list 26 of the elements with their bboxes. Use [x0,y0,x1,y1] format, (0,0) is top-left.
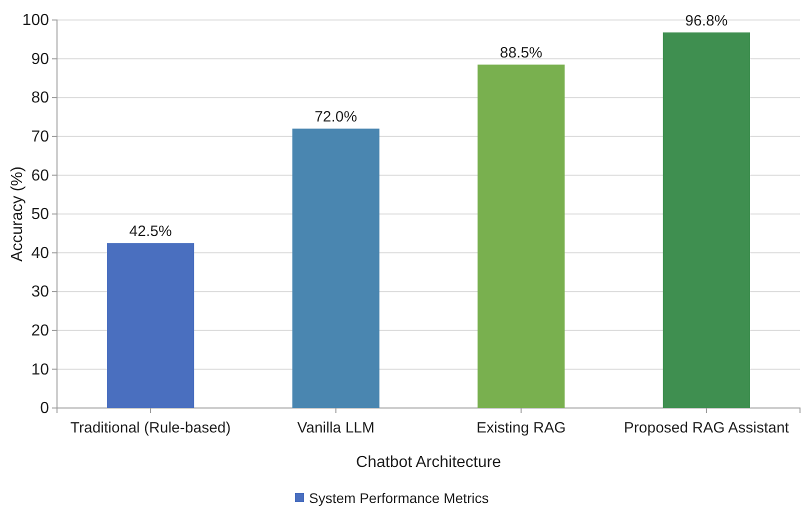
bar [292,128,380,408]
y-tick-label: 20 [31,322,50,340]
y-tick-label: 50 [31,206,50,224]
x-axis-title: Chatbot Architecture [356,454,502,471]
data-label: 72.0% [314,108,358,126]
y-tick-label: 90 [31,50,50,68]
x-tick-label: Traditional (Rule-based) [70,420,231,436]
y-tick-label: 10 [31,361,50,378]
bar [107,243,194,408]
y-tick-label: 80 [31,90,50,107]
y-tick-label: 70 [31,128,50,146]
x-tick-label: Existing RAG [476,420,566,436]
bar [662,32,750,408]
data-label: 88.5% [500,44,542,62]
bar [478,64,565,408]
y-axis-title: Accuracy (%) [9,166,26,262]
y-tick-label: 0 [40,400,50,418]
data-label: 42.5% [129,223,172,240]
y-tick-label: 60 [31,167,50,184]
x-tick-label: Vanilla LLM [297,420,374,436]
y-tick-label: 40 [31,244,50,262]
y-tick-label: 100 [22,12,50,30]
legend-label: System Performance Metrics [309,490,489,506]
x-tick-label: Proposed RAG Assistant [624,420,790,436]
data-label: 96.8% [685,12,728,30]
y-tick-label: 30 [31,284,50,301]
